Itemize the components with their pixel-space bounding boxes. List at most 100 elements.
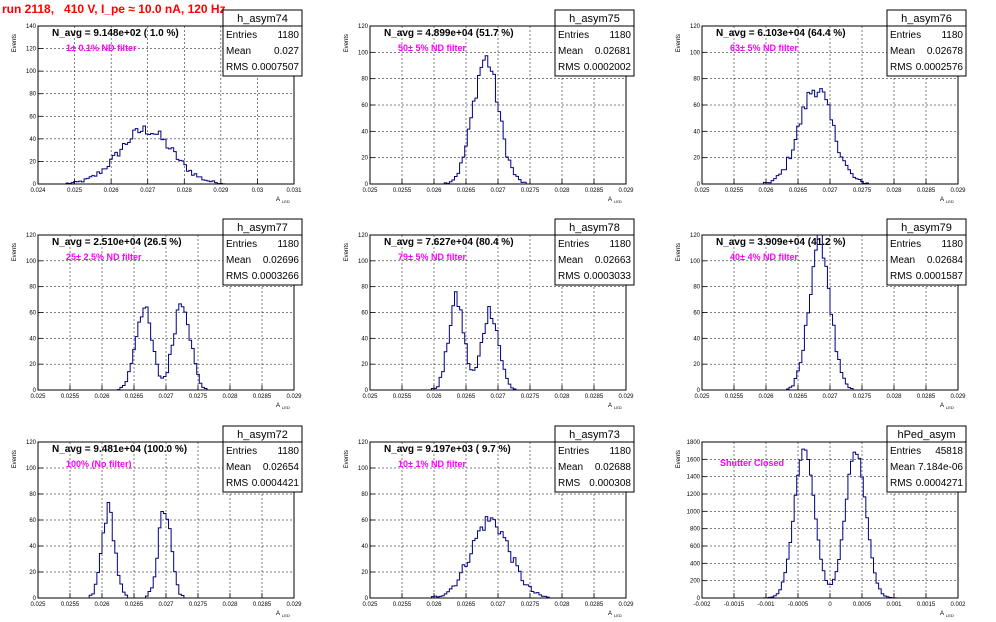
y-tick-label: 1000	[687, 509, 701, 515]
filter-label: 79± 5% ND filter	[398, 252, 466, 262]
stats-label: Mean	[226, 462, 251, 473]
stats-label: Entries	[890, 239, 921, 250]
x-tick-label: 0.0285	[253, 394, 272, 400]
y-tick-label: 40	[29, 137, 36, 143]
stats-value: 1180	[941, 239, 963, 250]
y-tick-label: 80	[693, 285, 700, 291]
stats-label: Entries	[558, 446, 589, 457]
histogram-panel-h_asym72: 0.025 0.0255 0.026 0.0265 0.027 0.0275 0.028 0.…	[12, 425, 303, 618]
stats-label: Entries	[226, 30, 257, 41]
y-tick-label: 0	[33, 388, 37, 394]
y-axis-label: Events	[344, 450, 350, 468]
x-tick-label: 0.0265	[789, 394, 808, 400]
y-axis-label: Events	[344, 243, 350, 261]
stats-box	[222, 218, 303, 286]
filter-label: 40± 4% ND filter	[730, 252, 798, 262]
stats-value: 0.0003033	[584, 271, 632, 282]
histogram-panel-h_asym74: 0.024 0.025 0.026 0.027 0.028 0.029 0.03 0.031 0…	[12, 9, 303, 204]
stats-label: Mean	[226, 255, 251, 266]
filter-label: 63± 5% ND filter	[730, 43, 798, 53]
stats-value: 1180	[609, 239, 631, 250]
stats-value: 1180	[277, 446, 299, 457]
x-tick-label: 0.0265	[457, 188, 476, 194]
y-tick-label: 0	[365, 388, 369, 394]
y-tick-label: 100	[26, 69, 37, 75]
x-tick-label: 0.024	[30, 188, 46, 194]
x-tick-label: 0.025	[67, 188, 83, 194]
y-tick-label: 0	[697, 388, 701, 394]
stats-label: RMS	[226, 271, 249, 282]
x-tick-label: 0.0265	[789, 188, 808, 194]
x-tick-label: 0.029	[286, 394, 302, 400]
y-tick-label: 80	[361, 77, 368, 83]
x-axis-label-sub: LED	[946, 613, 954, 618]
y-tick-label: 200	[690, 579, 701, 585]
x-tick-label: 0.0265	[125, 602, 144, 608]
y-tick-label: 40	[693, 129, 700, 135]
y-tick-label: 1600	[687, 457, 701, 463]
y-tick-label: 40	[361, 129, 368, 135]
y-tick-label: 80	[361, 492, 368, 498]
histogram-name: h_asym77	[237, 222, 288, 234]
stats-box	[222, 425, 303, 493]
stats-value: 0.0002002	[584, 62, 632, 73]
y-tick-label: 40	[29, 336, 36, 342]
n-avg-label: N_avg = 9.197e+03 ( 9.7 %)	[384, 444, 511, 455]
x-tick-label: 0.027	[490, 394, 506, 400]
stats-label: RMS	[226, 62, 249, 73]
y-axis-label: Events	[676, 450, 682, 468]
stats-label: RMS	[558, 478, 581, 489]
y-tick-label: 60	[29, 114, 36, 120]
y-tick-label: 100	[358, 50, 369, 56]
x-tick-label: 0.0265	[457, 602, 476, 608]
x-tick-label: 0.029	[286, 602, 302, 608]
y-tick-label: 60	[29, 518, 36, 524]
n-avg-label: N_avg = 7.627e+04 (80.4 %)	[384, 237, 514, 248]
y-tick-label: 20	[693, 156, 700, 162]
histogram-name: h_asym74	[237, 13, 288, 25]
y-tick-label: 40	[361, 336, 368, 342]
x-tick-label: 0.028	[222, 602, 238, 608]
x-tick-label: 0.025	[694, 188, 710, 194]
x-axis-label-sub: LED	[946, 405, 954, 410]
stats-box	[554, 425, 635, 493]
y-tick-label: 120	[690, 233, 701, 239]
filter-label: 100% (No filter)	[66, 459, 132, 469]
x-axis-label-sub: LED	[614, 613, 622, 618]
stats-box	[886, 425, 967, 493]
x-tick-label: 0.0255	[61, 394, 80, 400]
x-tick-label: 0.028	[554, 394, 570, 400]
histogram-panel-h_asym79: 0.025 0.0255 0.026 0.0265 0.027 0.0275 0.028 0.…	[676, 218, 967, 410]
y-axis-label: Events	[676, 34, 682, 52]
x-tick-label: 0.0275	[521, 394, 540, 400]
x-tick-label: 0.028	[886, 188, 902, 194]
x-tick-label: 0.03	[252, 188, 264, 194]
x-tick-label: 0.026	[758, 394, 774, 400]
histogram-name: h_asym72	[237, 429, 288, 441]
stats-value: 1180	[609, 446, 631, 457]
stats-value: 0.02696	[263, 255, 300, 266]
x-tick-label: 0.0275	[189, 394, 208, 400]
page-title: run 2118, 410 V, I_pe ≈ 10.0 nA, 120 Hz	[2, 2, 226, 16]
y-tick-label: 120	[26, 233, 37, 239]
y-axis-label: Events	[12, 34, 18, 52]
x-tick-label: 0.0005	[853, 602, 872, 608]
x-tick-label: 0.027	[140, 188, 156, 194]
stats-label: Entries	[890, 30, 921, 41]
histogram-name: h_asym79	[901, 222, 952, 234]
x-tick-label: 0.0255	[61, 602, 80, 608]
stats-label: Entries	[226, 446, 257, 457]
y-tick-label: 120	[358, 233, 369, 239]
x-axis-label-sub: LED	[614, 199, 622, 204]
x-tick-label: 0.029	[618, 188, 634, 194]
x-axis-label-sub: LED	[614, 405, 622, 410]
histogram-panel-h_asym77: 0.025 0.0255 0.026 0.0265 0.027 0.0275 0.028 0.…	[12, 218, 303, 410]
x-tick-label: 0.0015	[917, 602, 936, 608]
x-axis-label-sub: LED	[282, 405, 290, 410]
y-tick-label: 120	[690, 24, 701, 30]
x-tick-label: 0.0275	[521, 602, 540, 608]
stats-value: 0.000308	[589, 478, 631, 489]
x-tick-label: -0.0015	[724, 602, 745, 608]
stats-box	[886, 218, 967, 286]
stats-label: RMS	[890, 271, 913, 282]
